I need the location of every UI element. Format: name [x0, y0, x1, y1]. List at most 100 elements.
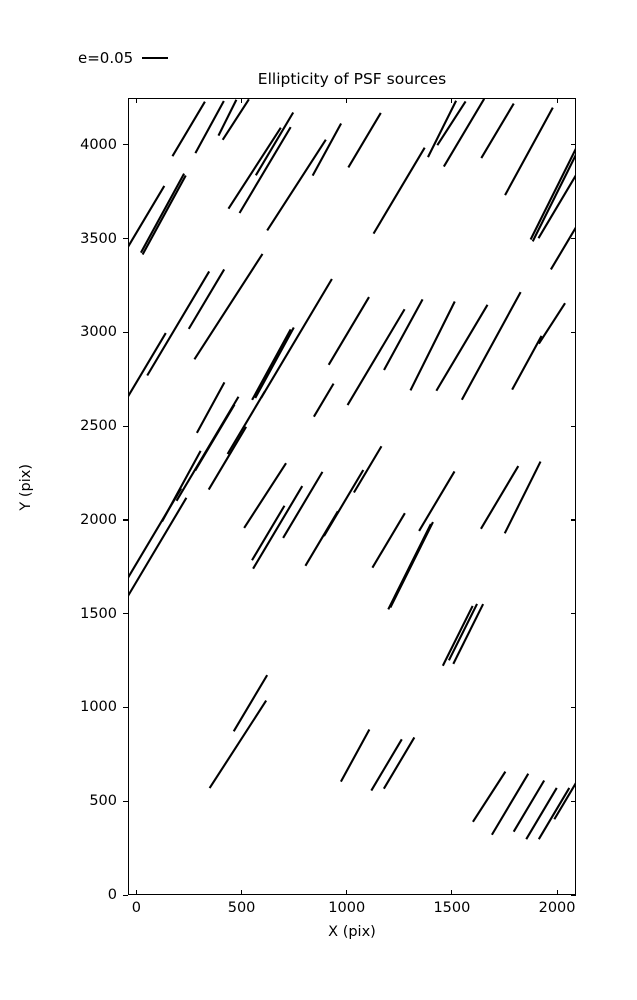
psf-whisker [384, 737, 414, 788]
psf-whisker [512, 336, 541, 390]
y-tick-mark [123, 238, 128, 240]
plot-title: Ellipticity of PSF sources [257, 70, 447, 88]
y-tick-mark [123, 331, 128, 333]
psf-whisker [436, 305, 487, 391]
psf-whisker [329, 297, 369, 365]
y-tick-mark [123, 800, 128, 802]
x-tick-mark [241, 890, 243, 895]
psf-whisker [209, 427, 246, 490]
psf-whisker [514, 780, 544, 831]
psf-whisker [419, 471, 454, 530]
psf-whisker [505, 108, 553, 195]
psf-whisker [462, 292, 521, 400]
y-tick-mark [123, 894, 128, 896]
legend-line-icon [142, 57, 169, 59]
psf-whisker [129, 498, 186, 617]
psf-whisker [129, 333, 166, 407]
psf-whisker [473, 772, 505, 822]
psf-whisker [252, 506, 284, 561]
psf-whisker [234, 675, 267, 731]
psf-whisker [147, 271, 209, 375]
x-tick-mark-top [451, 98, 453, 103]
psf-whisker [539, 303, 565, 344]
psf-whisker [348, 309, 405, 405]
y-tick-label: 4000 [80, 136, 117, 153]
x-tick-label: 1000 [328, 900, 366, 916]
y-tick-mark-right [571, 613, 576, 615]
psf-whisker [223, 99, 249, 139]
psf-whisker [195, 405, 234, 471]
y-tick-mark-right [571, 238, 576, 240]
whisker-layer [129, 99, 575, 894]
psf-whisker [256, 113, 293, 176]
psf-whisker [449, 604, 477, 660]
psf-whisker [195, 101, 223, 153]
y-tick-mark-right [571, 425, 576, 427]
y-tick-mark [123, 144, 128, 146]
psf-whisker [172, 102, 204, 157]
psf-whisker [481, 104, 513, 159]
psf-whisker [372, 513, 404, 568]
psf-whisker [371, 739, 401, 790]
psf-whisker [129, 488, 181, 607]
psf-whisker [428, 101, 456, 157]
x-tick-mark [556, 890, 558, 895]
legend-label: e=0.05 [78, 48, 134, 67]
psf-whisker [141, 174, 184, 253]
y-tick-mark-right [571, 331, 576, 333]
psf-whisker [443, 606, 473, 666]
y-tick-mark [123, 425, 128, 427]
x-tick-mark-top [556, 98, 558, 103]
psf-whisker [526, 788, 556, 839]
psf-whisker [551, 217, 575, 270]
psf-whisker [324, 470, 363, 536]
x-tick-mark-top [241, 98, 243, 103]
psf-whisker [228, 391, 265, 454]
psf-whisker [410, 301, 454, 390]
psf-whisker [538, 151, 575, 239]
psf-whisker [255, 327, 294, 398]
y-tick-label: 0 [107, 887, 117, 903]
psf-whisker [283, 472, 322, 538]
psf-whisker [267, 140, 326, 231]
psf-whisker [240, 127, 291, 213]
x-axis-label: X (pix) [328, 924, 376, 940]
y-tick-label: 500 [89, 793, 117, 810]
psf-whisker [354, 446, 382, 492]
psf-whisker [453, 604, 483, 664]
x-tick-mark [135, 890, 137, 895]
ellipticity-legend-key: e=0.05 [78, 45, 169, 71]
x-tick-label: 0 [131, 900, 142, 916]
psf-whisker [492, 774, 528, 835]
y-tick-mark-right [571, 706, 576, 709]
psf-whisker [313, 123, 341, 175]
y-tick-mark-right [571, 800, 576, 802]
psf-whisker [384, 299, 423, 370]
plot-axes [128, 98, 576, 895]
psf-whisker [348, 113, 380, 168]
x-tick-mark [346, 890, 348, 895]
psf-whisker [444, 99, 484, 167]
x-tick-label: 2000 [538, 900, 576, 916]
psf-whisker [554, 778, 575, 819]
psf-whisker [194, 254, 262, 359]
psf-whisker [253, 486, 302, 569]
psf-whisker [390, 522, 433, 607]
psf-whisker [228, 128, 280, 209]
y-tick-mark-right [571, 519, 576, 521]
psf-whisker [244, 463, 286, 528]
x-tick-label: 1500 [433, 900, 471, 916]
psf-whisker [533, 147, 575, 241]
y-tick-label: 2000 [80, 511, 117, 528]
y-tick-mark [123, 706, 128, 709]
y-tick-mark [123, 613, 128, 615]
y-tick-mark-right [571, 144, 576, 146]
y-tick-label: 1500 [80, 605, 117, 622]
psf-whisker [189, 269, 224, 328]
y-axis-label: Y (pix) [17, 463, 34, 511]
psf-whisker [218, 100, 236, 136]
y-tick-label: 2500 [80, 418, 117, 435]
psf-whisker [162, 451, 201, 522]
y-tick-label: 1000 [80, 699, 117, 716]
